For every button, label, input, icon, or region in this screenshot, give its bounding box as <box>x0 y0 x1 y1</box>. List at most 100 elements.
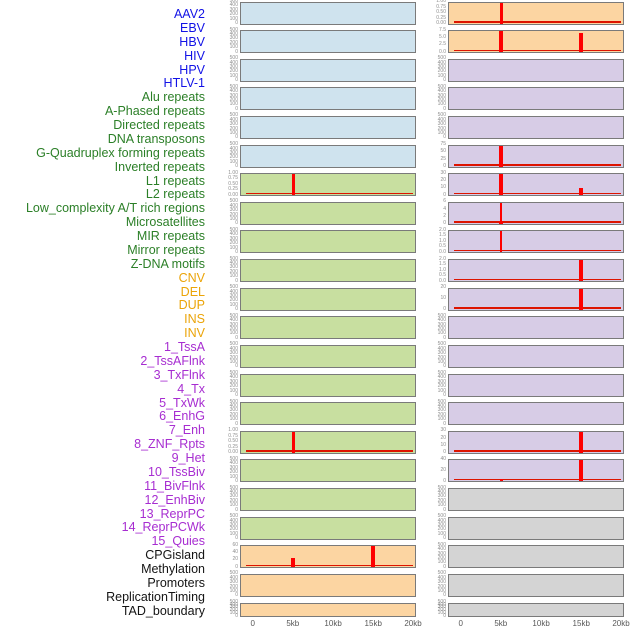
x-tick-label: 20kb <box>404 619 422 628</box>
y-tick-label: 0 <box>235 363 238 370</box>
y-tick-label: 100 <box>437 416 446 423</box>
track-panel-hbv <box>240 58 416 82</box>
y-tick-label: 0.00 <box>228 449 238 456</box>
feature-label-aav2: AAV2 <box>173 7 205 21</box>
y-tick-label: 0 <box>443 563 446 570</box>
y-tick-label: 500 <box>229 570 238 577</box>
feature-label-l2-repeats: L2 repeats <box>145 187 205 202</box>
track-panel-ins <box>448 1 624 25</box>
y-tick-label: 0.75 <box>228 432 238 439</box>
track-panel-methylation <box>448 516 624 540</box>
y-tick-label: 0 <box>443 449 446 456</box>
y-tick-label: 100 <box>229 15 238 22</box>
feature-label-g-quadruplex-forming-repeats: G-Quadruplex forming repeats <box>36 145 205 160</box>
track-panel-hiv <box>240 87 416 111</box>
y-tick-label: 200 <box>437 97 446 104</box>
y-tick-label: 400 <box>229 601 238 608</box>
y-tick-label: 500 <box>229 255 238 262</box>
y-tick-label: 4 <box>443 205 446 212</box>
y-tick-label: 400 <box>437 574 446 581</box>
y-tick-label: 1.00 <box>228 169 238 176</box>
y-tick-label: 0 <box>235 77 238 84</box>
y-tick-label: 300 <box>229 207 238 214</box>
track-panel-dup <box>240 602 416 618</box>
y-tick-label: 100 <box>437 330 446 337</box>
feature-label-mir-repeats: MIR repeats <box>136 229 205 243</box>
y-tick-label: 400 <box>229 488 238 495</box>
track-panel-inv <box>448 30 624 54</box>
spike-bar <box>578 187 583 196</box>
y-tick-label: 0 <box>235 392 238 399</box>
y-tick-label: 0 <box>235 592 238 599</box>
y-tick-label: 300 <box>229 493 238 500</box>
feature-label-inverted-repeats: Inverted repeats <box>114 159 205 174</box>
y-tick-label: 200 <box>229 39 238 46</box>
y-tick-label: 200 <box>229 125 238 132</box>
spike-bar <box>499 31 504 53</box>
y-tick-label: 0 <box>443 477 446 484</box>
y-tick-label: 500 <box>437 370 446 377</box>
y-tick-label: 100 <box>437 530 446 537</box>
y-tick-label: 300 <box>437 550 446 557</box>
y-tick-label: 500 <box>229 141 238 148</box>
y-tick-label: 30 <box>440 427 446 434</box>
y-tick-label: 0 <box>443 612 446 619</box>
y-tick-label: 200 <box>437 68 446 75</box>
spike-bar <box>499 2 503 24</box>
y-tick-label: 400 <box>229 259 238 266</box>
y-tick-label: 500 <box>437 513 446 520</box>
y-tick-label: 400 <box>229 374 238 381</box>
y-tick-label: 0 <box>443 105 446 112</box>
feature-label-5-txwk: 5_TxWk <box>159 395 205 410</box>
y-tick-label: 500 <box>229 226 238 233</box>
y-tick-label: 0 <box>443 134 446 141</box>
track-panel-3-txflnk <box>448 115 624 139</box>
y-tick-label: 300 <box>229 604 238 611</box>
y-tick-label: 2.0 <box>439 226 446 233</box>
y-tick-label: 10 <box>440 184 446 191</box>
y-tick-label: 400 <box>229 403 238 410</box>
y-tick-label: 1.0 <box>439 237 446 244</box>
y-tick-label: 300 <box>229 521 238 528</box>
spike-bar <box>499 174 504 196</box>
track-panel-6-enhg <box>448 201 624 225</box>
track-panel-8-znf-rpts <box>448 259 624 283</box>
feature-label-6-enhg: 6_EnhG <box>159 409 205 424</box>
track-panel-12-enhbiv <box>448 373 624 397</box>
spike-bar <box>578 288 583 310</box>
track-panel-mir-repeats <box>240 459 416 483</box>
y-tick-label: 0.00 <box>228 191 238 198</box>
y-tick-label: 100 <box>437 559 446 566</box>
feature-label-tad-boundary: TAD_boundary <box>121 603 205 618</box>
y-tick-label: 400 <box>437 88 446 95</box>
y-tick-label: 200 <box>229 297 238 304</box>
y-tick-label: 0 <box>443 592 446 599</box>
track-panel-15-quies <box>448 459 624 483</box>
x-tick-label: 5kb <box>494 619 508 628</box>
y-tick-label: 300 <box>229 378 238 385</box>
y-tick-label: 20 <box>440 434 446 441</box>
y-tick-label: 0 <box>443 420 446 427</box>
signal-baseline <box>246 564 414 567</box>
y-tick-label: 300 <box>229 149 238 156</box>
y-tick-label: 300 <box>437 92 446 99</box>
y-tick-label: 0 <box>235 163 238 170</box>
feature-label-z-dna-motifs: Z-DNA motifs <box>130 256 205 271</box>
y-tick-label: 200 <box>229 607 238 614</box>
y-tick-label: 500 <box>437 55 446 62</box>
y-tick-label: 0.0 <box>439 248 446 255</box>
y-tick-label: 500 <box>229 284 238 291</box>
track-panel-directed-repeats <box>240 230 416 254</box>
signal-baseline <box>246 192 414 195</box>
y-tick-label: 100 <box>437 72 446 79</box>
track-panel-hpv <box>240 115 416 139</box>
signal-baseline <box>454 250 622 252</box>
feature-label-13-reprpc: 13_ReprPC <box>139 506 205 521</box>
spike-bar <box>500 231 503 253</box>
y-tick-label: 500 <box>229 398 238 405</box>
feature-label-dna-transposons: DNA transposons <box>107 131 205 146</box>
y-tick-label: 100 <box>229 416 238 423</box>
track-panel-7-enh <box>448 230 624 254</box>
track-panel-htlv-1 <box>240 144 416 168</box>
